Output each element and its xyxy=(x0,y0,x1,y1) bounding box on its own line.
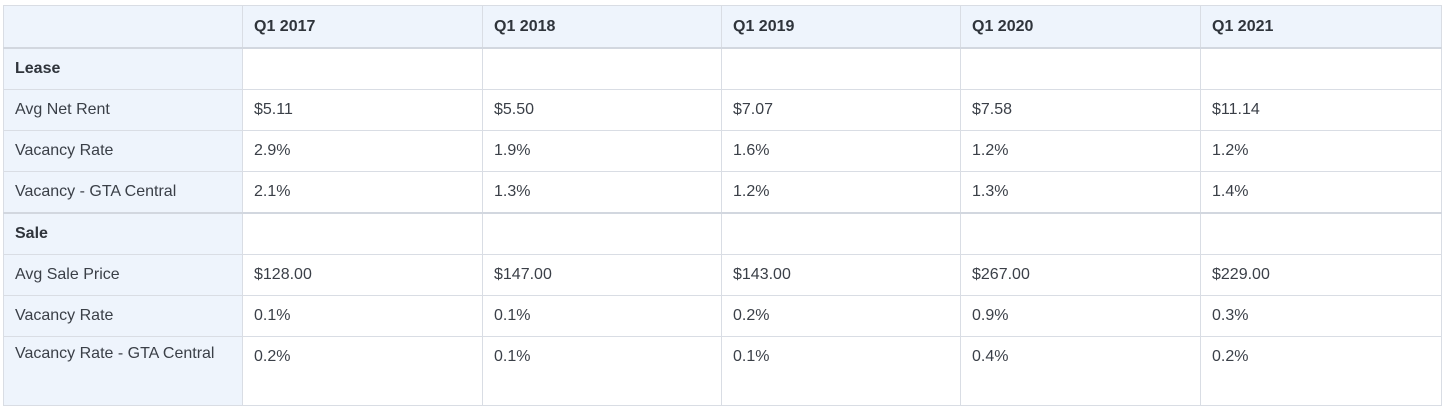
table-cell: 1.4% xyxy=(1200,171,1442,214)
header-row: Q1 2017 Q1 2018 Q1 2019 Q1 2020 Q1 2021 xyxy=(3,5,1442,49)
table-cell: $267.00 xyxy=(960,254,1201,296)
empty-cell xyxy=(1200,212,1442,255)
empty-cell xyxy=(721,47,961,90)
table-cell: $143.00 xyxy=(721,254,961,296)
empty-cell xyxy=(482,212,722,255)
empty-cell xyxy=(482,47,722,90)
table-row: Avg Net Rent $5.11 $5.50 $7.07 $7.58 $11… xyxy=(3,89,1442,131)
table-cell: 0.2% xyxy=(242,336,483,406)
header-cell-q1-2017: Q1 2017 xyxy=(242,5,483,49)
table-cell: 2.1% xyxy=(242,171,483,214)
table-cell: $11.14 xyxy=(1200,89,1442,131)
table-cell: $5.11 xyxy=(242,89,483,131)
table-row: Vacancy - GTA Central 2.1% 1.3% 1.2% 1.3… xyxy=(3,171,1442,214)
header-cell-q1-2018: Q1 2018 xyxy=(482,5,722,49)
table-cell: $7.07 xyxy=(721,89,961,131)
table-cell: 1.9% xyxy=(482,130,722,172)
header-cell-q1-2020: Q1 2020 xyxy=(960,5,1201,49)
table-cell: 1.3% xyxy=(482,171,722,214)
section-row-sale: Sale xyxy=(3,212,1442,255)
section-title: Lease xyxy=(3,47,243,90)
table-cell: $229.00 xyxy=(1200,254,1442,296)
table-cell: 0.1% xyxy=(721,336,961,406)
table-row: Vacancy Rate 0.1% 0.1% 0.2% 0.9% 0.3% xyxy=(3,295,1442,337)
table-cell: $7.58 xyxy=(960,89,1201,131)
table-cell: 0.2% xyxy=(721,295,961,337)
data-table-container: Q1 2017 Q1 2018 Q1 2019 Q1 2020 Q1 2021 … xyxy=(3,5,1442,406)
row-label: Vacancy Rate - GTA Central xyxy=(3,336,243,406)
section-title: Sale xyxy=(3,212,243,255)
table-cell: $147.00 xyxy=(482,254,722,296)
empty-cell xyxy=(242,47,483,90)
table-cell: 1.3% xyxy=(960,171,1201,214)
table-cell: 0.9% xyxy=(960,295,1201,337)
table-cell: 2.9% xyxy=(242,130,483,172)
row-label: Vacancy Rate xyxy=(3,295,243,337)
table-row: Vacancy Rate - GTA Central 0.2% 0.1% 0.1… xyxy=(3,336,1442,406)
empty-cell xyxy=(960,47,1201,90)
table-cell: 0.1% xyxy=(242,295,483,337)
header-cell-q1-2019: Q1 2019 xyxy=(721,5,961,49)
header-cell-q1-2021: Q1 2021 xyxy=(1200,5,1442,49)
table-cell: 0.2% xyxy=(1200,336,1442,406)
table-row: Avg Sale Price $128.00 $147.00 $143.00 $… xyxy=(3,254,1442,296)
market-data-table: Q1 2017 Q1 2018 Q1 2019 Q1 2020 Q1 2021 … xyxy=(3,5,1442,406)
empty-cell xyxy=(1200,47,1442,90)
table-cell: $128.00 xyxy=(242,254,483,296)
header-cell-corner xyxy=(3,5,243,49)
table-cell: $5.50 xyxy=(482,89,722,131)
table-cell: 0.3% xyxy=(1200,295,1442,337)
row-label: Avg Net Rent xyxy=(3,89,243,131)
table-cell: 1.2% xyxy=(1200,130,1442,172)
row-label: Vacancy Rate xyxy=(3,130,243,172)
empty-cell xyxy=(960,212,1201,255)
table-cell: 0.4% xyxy=(960,336,1201,406)
table-cell: 0.1% xyxy=(482,295,722,337)
table-cell: 1.2% xyxy=(721,171,961,214)
table-cell: 1.6% xyxy=(721,130,961,172)
section-row-lease: Lease xyxy=(3,47,1442,90)
empty-cell xyxy=(242,212,483,255)
table-row: Vacancy Rate 2.9% 1.9% 1.6% 1.2% 1.2% xyxy=(3,130,1442,172)
table-cell: 1.2% xyxy=(960,130,1201,172)
table-cell: 0.1% xyxy=(482,336,722,406)
row-label: Avg Sale Price xyxy=(3,254,243,296)
row-label: Vacancy - GTA Central xyxy=(3,171,243,214)
empty-cell xyxy=(721,212,961,255)
